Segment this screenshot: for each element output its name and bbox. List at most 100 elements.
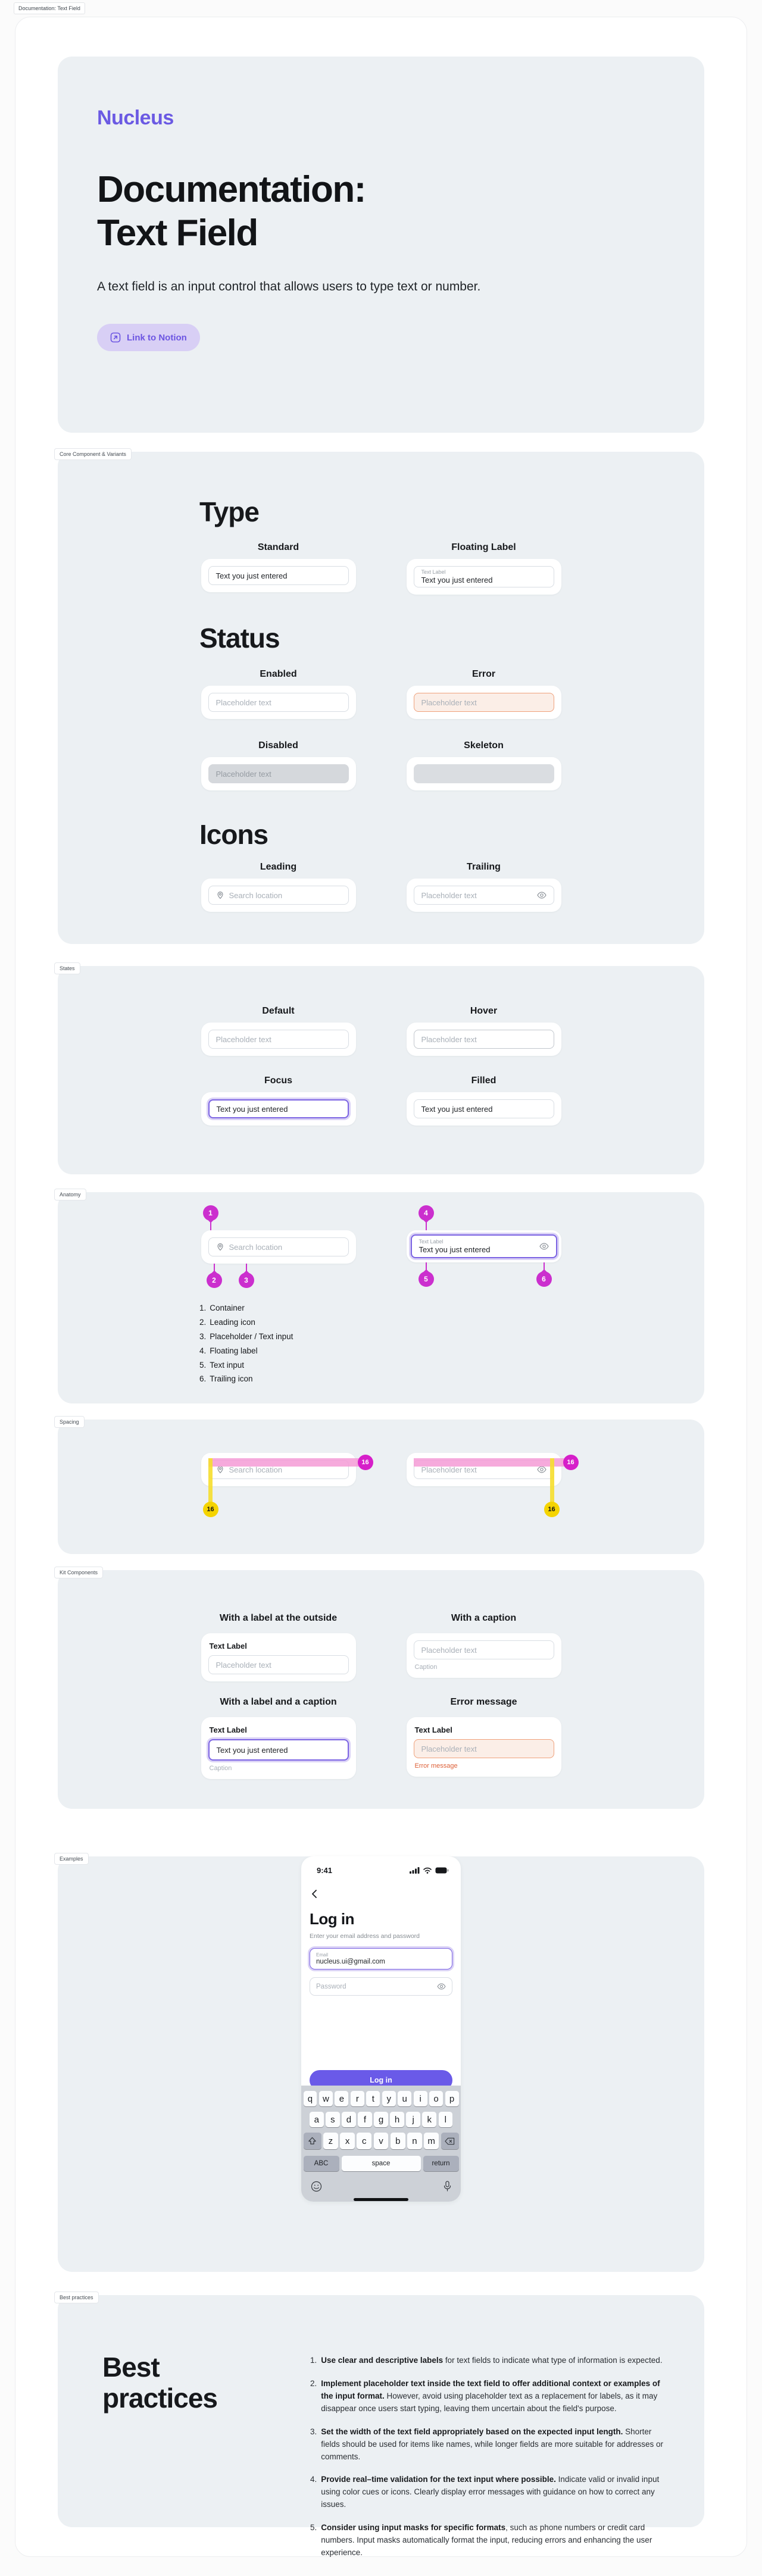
standard-text-field[interactable]: Text you just entered: [208, 566, 349, 585]
leading-column: Leading Search location: [201, 862, 356, 912]
keyboard-key[interactable]: w: [318, 2091, 333, 2106]
kit-components-card: Kit Components With a label at the outsi…: [54, 1567, 704, 1809]
keyboard-key[interactable]: p: [445, 2091, 459, 2106]
keyboard-key[interactable]: j: [406, 2112, 420, 2127]
trailing-icon-text-field[interactable]: Placeholder text: [413, 886, 554, 905]
keyboard-key[interactable]: z: [323, 2133, 338, 2149]
hover-label: Hover: [470, 1006, 498, 1016]
legend-item: 4. Floating label: [199, 1346, 704, 1357]
error-message-field[interactable]: Placeholder text: [413, 1739, 554, 1758]
field-placeholder: Placeholder text: [216, 1660, 271, 1670]
keyboard-key[interactable]: g: [374, 2112, 388, 2127]
link-to-notion-button[interactable]: Link to Notion: [97, 324, 200, 352]
default-field-container: Placeholder text: [201, 1023, 356, 1056]
eye-icon[interactable]: [539, 1243, 549, 1250]
mic-key-icon[interactable]: [444, 2181, 451, 2192]
error-message-column: Error message Text Label Placeholder tex…: [406, 1697, 561, 1779]
best-practices-list: 1. Use clear and descriptive labels for …: [307, 2352, 671, 2557]
location-pin-icon: [216, 1465, 224, 1474]
padding-badge-right: 16: [544, 1502, 560, 1517]
enabled-text-field[interactable]: Placeholder text: [208, 693, 349, 712]
item-rest: However, avoid using placeholder text as…: [321, 2391, 658, 2413]
label-caption-field[interactable]: Text you just entered: [208, 1739, 349, 1761]
abc-key[interactable]: ABC: [303, 2156, 339, 2171]
floating-text-field[interactable]: Text Label Text you just entered: [413, 566, 554, 587]
keyboard-key[interactable]: y: [382, 2091, 396, 2106]
keyboard-key[interactable]: r: [350, 2091, 364, 2106]
keyboard-key[interactable]: x: [340, 2133, 355, 2149]
email-field[interactable]: Email nucleus.ui@gmail.com: [310, 1948, 452, 1969]
item-text: Set the width of the text field appropri…: [321, 2426, 671, 2464]
keyboard-key[interactable]: e: [335, 2091, 349, 2106]
error-text-field[interactable]: Placeholder text: [413, 693, 554, 712]
keyboard-key[interactable]: o: [429, 2091, 444, 2106]
keyboard-key[interactable]: l: [438, 2112, 453, 2127]
label-caption-container: Text Label Text you just entered Caption: [201, 1717, 356, 1779]
focus-text-field[interactable]: Text you just entered: [208, 1099, 349, 1118]
anatomy-marker-4: 4: [418, 1205, 434, 1221]
keyboard-key[interactable]: n: [407, 2133, 422, 2149]
keyboard-key[interactable]: u: [398, 2091, 412, 2106]
legend-item: 5. Text input: [199, 1360, 704, 1371]
label-outside-field[interactable]: Placeholder text: [208, 1655, 349, 1674]
leading-icon-text-field[interactable]: Search location: [208, 886, 349, 905]
caption-column: With a caption Placeholder text Caption: [406, 1613, 561, 1681]
eye-icon[interactable]: [536, 892, 546, 899]
section-tag-kit: Kit Components: [54, 1567, 104, 1578]
trailing-column: Trailing Placeholder text: [406, 862, 561, 912]
keyboard-key[interactable]: i: [413, 2091, 427, 2106]
caption-field[interactable]: Placeholder text: [413, 1640, 554, 1659]
eye-icon[interactable]: [437, 1983, 446, 1990]
hover-field-container: Placeholder text: [406, 1023, 561, 1056]
keyboard-key[interactable]: v: [373, 2133, 389, 2149]
shift-key-icon[interactable]: [303, 2133, 321, 2149]
anatomy-standard-diagram: 1 2 3 Search location: [201, 1205, 356, 1288]
legend-label: Trailing icon: [210, 1374, 253, 1384]
space-key[interactable]: space: [341, 2156, 421, 2171]
anatomy-floating-field[interactable]: Text Label Text you just entered: [410, 1234, 557, 1258]
emoji-key-icon[interactable]: [311, 2181, 322, 2192]
keyboard-key[interactable]: c: [357, 2133, 372, 2149]
page-title-line2: Text Field: [97, 212, 258, 254]
section-tag-best-practices: Best practices: [54, 2291, 99, 2303]
password-field[interactable]: Password: [310, 1977, 452, 1996]
keyboard-key[interactable]: b: [390, 2133, 405, 2149]
return-key[interactable]: return: [423, 2156, 459, 2171]
anatomy-floating-diagram: 4 5 6 Text Label Text you just entered: [406, 1205, 561, 1287]
focus-label: Focus: [264, 1076, 293, 1086]
padding-badge-top: 16: [563, 1455, 579, 1470]
eye-icon[interactable]: [536, 1466, 546, 1473]
anatomy-floating-container: 4 5 6 Text Label Text you just entered: [406, 1205, 561, 1287]
keyboard-key[interactable]: h: [390, 2112, 404, 2127]
hover-text-field[interactable]: Placeholder text: [413, 1030, 554, 1049]
keyboard-key[interactable]: t: [366, 2091, 380, 2106]
default-label: Default: [262, 1006, 295, 1016]
skeleton-text-field: [413, 764, 554, 783]
spacing-trailing-container: 16 16 Placeholder text: [406, 1453, 579, 1517]
legend-label: Placeholder / Text input: [210, 1331, 293, 1341]
keyboard-key[interactable]: q: [303, 2091, 317, 2106]
anatomy-marker-1: 1: [202, 1205, 218, 1221]
enabled-label: Enabled: [260, 669, 297, 679]
back-chevron-icon[interactable]: [310, 1889, 319, 1899]
filled-text-field[interactable]: Text you just entered: [413, 1099, 554, 1118]
default-column: Default Placeholder text: [201, 1006, 356, 1056]
standard-label: Standard: [257, 542, 299, 552]
keyboard-key[interactable]: s: [326, 2112, 340, 2127]
keyboard-key[interactable]: d: [342, 2112, 356, 2127]
keyboard-key[interactable]: f: [358, 2112, 372, 2127]
leading-field-container: Search location: [201, 879, 356, 912]
caption-header: With a caption: [451, 1613, 517, 1623]
floating-column: Floating Label Text Label Text you just …: [406, 542, 561, 595]
floating-field-label: Text Label: [419, 1238, 444, 1245]
default-text-field[interactable]: Placeholder text: [208, 1030, 349, 1049]
anatomy-standard-field[interactable]: Search location: [208, 1237, 349, 1256]
padding-highlight-horizontal: [208, 1458, 366, 1467]
field-placeholder: Placeholder text: [421, 1465, 477, 1474]
keyboard-key[interactable]: m: [424, 2133, 439, 2149]
backspace-key-icon[interactable]: [441, 2133, 459, 2149]
keyboard-key[interactable]: a: [310, 2112, 324, 2127]
focus-column: Focus Text you just entered: [201, 1076, 356, 1126]
keyboard-key[interactable]: k: [422, 2112, 436, 2127]
